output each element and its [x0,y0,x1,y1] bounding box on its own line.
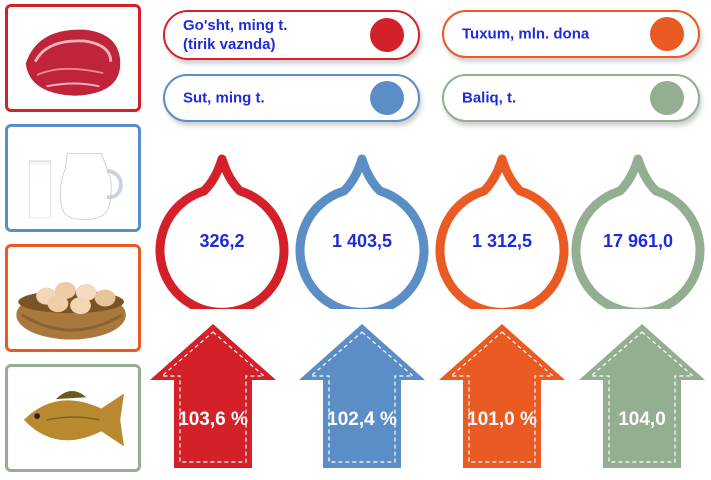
legend-fish-label: Baliq, t. [462,89,517,107]
milk-growth-value: 102,4 % [327,409,397,430]
fish-value-badge: 17 961,0 [568,153,708,309]
fish-growth-arrow: 104,0 [577,322,707,470]
legend-fish: Baliq, t. [442,74,700,122]
fish-value: 17 961,0 [602,231,674,251]
legend-milk: Sut, ming t. [163,74,420,122]
eggs-image [5,244,141,352]
meat-growth-value: 103,6 % [178,409,248,430]
legend-meat: Go'sht, ming t. (tirik vaznda) [163,10,420,60]
legend-eggs-dot [650,17,684,51]
legend-meat-label: Go'sht, ming t. (tirik vaznda) [183,17,288,53]
meat-image [5,4,141,112]
legend-fish-dot [650,81,684,115]
milk-image [5,124,141,232]
meat-value: 326,2 [199,231,245,251]
eggs-growth-value: 101,0 % [467,409,537,430]
meat-value-badge: 326,2 [152,153,292,309]
milk-value: 1 403,5 [331,231,393,251]
legend-eggs: Tuxum, mln. dona [442,10,700,58]
eggs-value: 1 312,5 [471,231,533,251]
legend-milk-label: Sut, ming t. [183,89,265,107]
eggs-growth-arrow: 101,0 % [437,322,567,470]
legend-milk-dot [370,81,404,115]
fish-growth-value: 104,0 [618,409,666,430]
milk-value-badge: 1 403,5 [292,153,432,309]
meat-growth-arrow: 103,6 % [148,322,278,470]
legend-meat-dot [370,18,404,52]
legend-eggs-label: Tuxum, mln. dona [462,25,590,43]
eggs-value-badge: 1 312,5 [432,153,572,309]
fish-image [5,364,141,472]
milk-growth-arrow: 102,4 % [297,322,427,470]
